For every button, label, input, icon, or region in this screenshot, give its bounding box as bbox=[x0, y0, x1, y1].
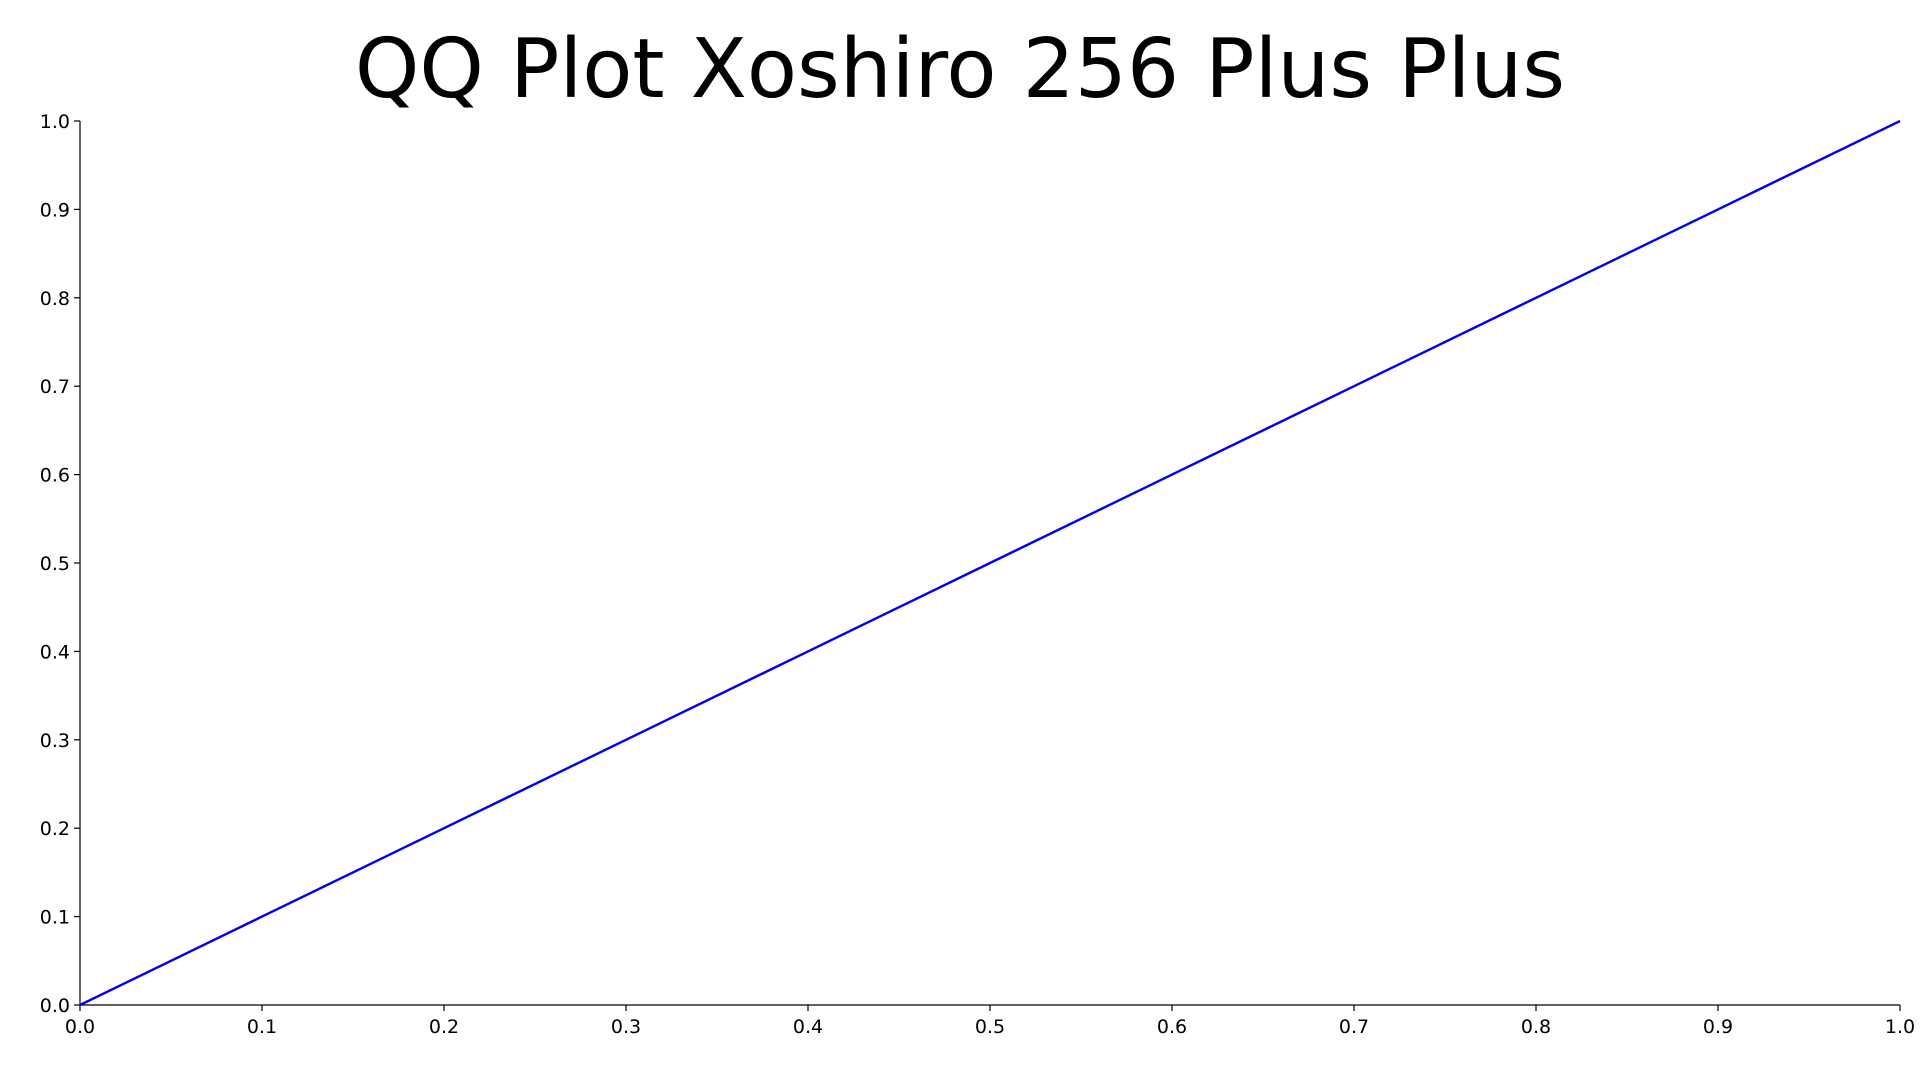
x-tick-label: 0.7 bbox=[1339, 1016, 1369, 1038]
y-tick-label: 0.8 bbox=[40, 288, 70, 310]
chart-title: QQ Plot Xoshiro 256 Plus Plus bbox=[354, 22, 1566, 117]
y-tick-label: 0.5 bbox=[40, 553, 70, 575]
x-tick-label: 0.2 bbox=[429, 1016, 459, 1038]
y-tick-label: 1.0 bbox=[40, 111, 70, 133]
x-tick-label: 0.4 bbox=[793, 1016, 823, 1038]
y-tick-label: 0.7 bbox=[40, 376, 70, 398]
y-tick-label: 0.6 bbox=[40, 465, 70, 487]
x-tick-label: 0.9 bbox=[1703, 1016, 1733, 1038]
x-tick-label: 0.8 bbox=[1521, 1016, 1551, 1038]
x-tick-label: 0.5 bbox=[975, 1016, 1005, 1038]
y-tick-label: 0.3 bbox=[40, 730, 70, 752]
x-tick-label: 0.6 bbox=[1157, 1016, 1187, 1038]
y-tick-label: 0.9 bbox=[40, 199, 70, 221]
series-line-0 bbox=[79, 119, 1901, 1007]
x-tick-label: 0.1 bbox=[247, 1016, 277, 1038]
y-tick-label: 0.1 bbox=[40, 907, 70, 929]
series-group bbox=[79, 119, 1901, 1007]
y-tick-label: 0.2 bbox=[40, 818, 70, 840]
y-tick-label: 0.0 bbox=[40, 995, 70, 1017]
x-ticks: 0.0 0.1 0.2 0.3 0.4 0.5 0.6 0.7 0.8 0.9 1.0 bbox=[65, 1005, 1915, 1038]
x-tick-label: 0.0 bbox=[65, 1016, 95, 1038]
y-tick-label: 0.4 bbox=[40, 641, 70, 663]
y-ticks: 0.0 0.1 0.2 0.3 0.4 0.5 0.6 0.7 0.8 0.9 1.0 bbox=[40, 111, 80, 1017]
x-tick-label: 0.3 bbox=[611, 1016, 641, 1038]
x-tick-label: 1.0 bbox=[1885, 1016, 1915, 1038]
